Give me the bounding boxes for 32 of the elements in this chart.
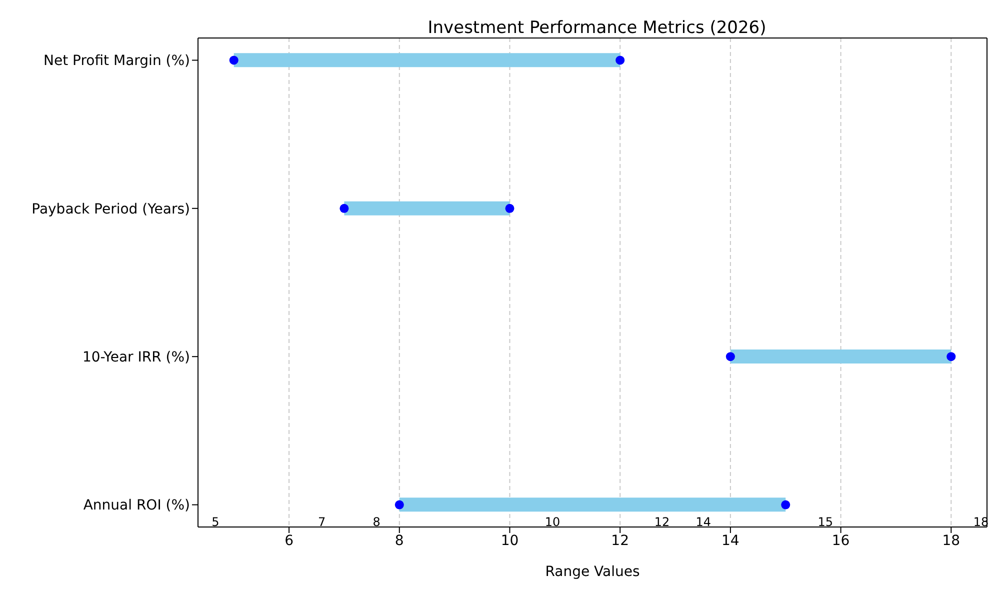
x-tick-label: 12 [611,532,629,549]
bar [399,498,786,512]
annotation: 14 [696,515,712,530]
y-tick-label: Payback Period (Years) [32,201,190,218]
x-tick-label: 8 [394,532,404,549]
point [781,500,790,510]
x-axis-title: Range Values [545,564,640,580]
point [340,204,349,213]
bar [730,350,952,364]
annotation: 8 [372,515,380,530]
point [726,352,735,362]
x-tick-label: 16 [832,532,850,549]
point [616,56,625,65]
x-tick-label: 14 [722,532,740,549]
point [946,352,956,362]
point [229,56,238,65]
y-tick-label: Annual ROI (%) [83,498,190,514]
annotation: 12 [654,515,670,530]
y-tick-label: 10-Year IRR (%) [82,350,190,366]
chart-title: Investment Performance Metrics (2026) [426,18,768,38]
x-tick-label: 18 [942,532,960,549]
point [505,204,514,213]
y-tick-label: Net Profit Margin (%) [44,53,190,70]
point [394,500,404,510]
annotation: 10 [544,515,560,530]
annotation: 7 [318,515,326,530]
bar [234,53,620,68]
x-tick-label: 10 [500,532,519,549]
x-tick-label: 6 [284,532,294,549]
annotation: 15 [818,515,834,530]
annotation: 5 [212,515,220,530]
bar [344,201,510,216]
